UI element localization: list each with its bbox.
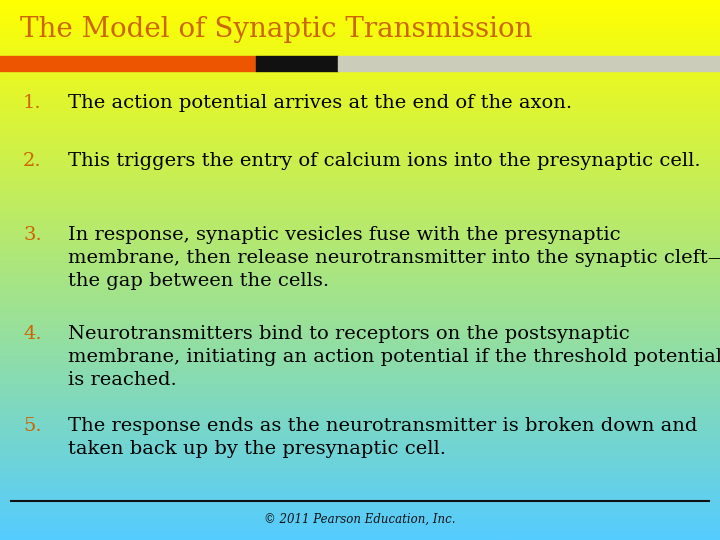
Text: In response, synaptic vesicles fuse with the presynaptic
membrane, then release : In response, synaptic vesicles fuse with… (68, 226, 720, 289)
Text: The Model of Synaptic Transmission: The Model of Synaptic Transmission (20, 16, 533, 43)
Bar (256, 56, 338, 71)
Text: The response ends as the neurotransmitter is broken down and
taken back up by th: The response ends as the neurotransmitte… (68, 417, 698, 458)
Text: 3.: 3. (23, 226, 42, 244)
Bar (0, 56, 256, 71)
Bar (338, 56, 720, 71)
Text: 5.: 5. (23, 417, 42, 435)
Text: © 2011 Pearson Education, Inc.: © 2011 Pearson Education, Inc. (264, 513, 456, 526)
Text: The action potential arrives at the end of the axon.: The action potential arrives at the end … (68, 94, 572, 112)
Text: 2.: 2. (23, 152, 42, 170)
Text: This triggers the entry of calcium ions into the presynaptic cell.: This triggers the entry of calcium ions … (68, 152, 701, 170)
Text: Neurotransmitters bind to receptors on the postsynaptic
membrane, initiating an : Neurotransmitters bind to receptors on t… (68, 325, 720, 389)
Text: 4.: 4. (23, 325, 42, 343)
Text: 1.: 1. (23, 94, 42, 112)
